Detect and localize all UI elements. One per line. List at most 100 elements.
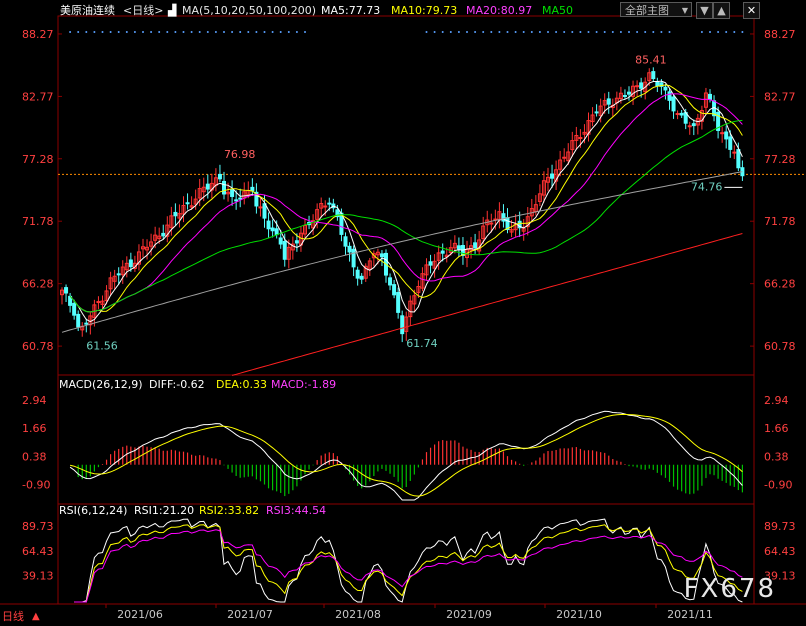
candle-body [428, 261, 433, 266]
event-marker-dot [563, 31, 566, 33]
period-tab[interactable]: 日线 [2, 610, 24, 623]
macd-y-tick-right: 2.94 [764, 394, 789, 407]
rsi2-value: RSI2:33.82 [199, 504, 260, 517]
close-button[interactable]: ✕ [743, 2, 760, 19]
main-chart-select[interactable]: 全部主图 ▼ [620, 2, 692, 17]
candle [546, 167, 550, 192]
candle-body [120, 266, 125, 276]
event-marker-dot [133, 31, 136, 33]
candle [396, 287, 401, 319]
period-label[interactable]: <日线> [123, 4, 164, 17]
candle-body [716, 111, 721, 131]
candle [60, 287, 64, 305]
candle [679, 109, 684, 118]
macd-label[interactable]: MACD(26,12,9) [59, 378, 143, 391]
candle [359, 273, 364, 285]
candle-body [375, 251, 380, 256]
candle [392, 279, 397, 299]
candle-body [554, 169, 559, 182]
candle-body [639, 82, 644, 89]
candle-body [165, 224, 170, 237]
rsi-y-tick-right: 39.13 [764, 570, 796, 583]
candle-body [416, 286, 421, 293]
candle-body [521, 228, 526, 232]
candle-body [728, 136, 733, 150]
macd-dea-line [69, 413, 743, 497]
annotation-low-1: 61.56 [86, 339, 118, 352]
rsi-y-tick-right: 89.73 [764, 520, 796, 533]
y-tick-label-left: 66.28 [22, 278, 54, 291]
candle-body [217, 173, 222, 180]
candle [728, 130, 733, 158]
candle [509, 220, 514, 238]
macd-macd-value: MACD:-1.89 [271, 378, 337, 391]
candle [408, 295, 413, 327]
candle [303, 218, 307, 239]
candle [116, 267, 121, 285]
candle-body [262, 203, 267, 219]
event-marker-dot [166, 31, 169, 33]
event-marker-dot [522, 31, 525, 33]
candle-body [582, 131, 587, 135]
candle [254, 183, 259, 214]
candle [136, 244, 141, 271]
macd-diff-value: DIFF:-0.62 [149, 378, 205, 391]
main-chart-select-label: 全部主图 [625, 4, 669, 17]
candle [655, 77, 660, 92]
rsi-label[interactable]: RSI(6,12,24) [59, 504, 128, 517]
event-marker-dot [652, 31, 655, 33]
event-marker-dot [733, 31, 736, 33]
event-marker-dot [660, 31, 663, 33]
event-marker-dot [571, 31, 574, 33]
candle [639, 77, 644, 98]
macd-y-tick-left: 2.94 [22, 394, 47, 407]
candle-body [452, 242, 457, 249]
candle [562, 148, 567, 163]
candle [181, 196, 186, 223]
candle-body [671, 96, 676, 112]
candle-body [436, 252, 441, 261]
candle [716, 106, 721, 139]
candle-body [72, 302, 77, 316]
event-marker-dot [142, 31, 144, 33]
ma-params-label[interactable]: MA(5,10,20,50,100,200) [182, 4, 317, 17]
candle-body [169, 215, 174, 228]
ma10-value: MA10:79.73 [391, 4, 458, 17]
candle [720, 126, 725, 143]
candle [691, 119, 696, 136]
candle-body [631, 85, 636, 97]
candle [112, 269, 117, 290]
candle-body [355, 269, 360, 279]
macd-y-tick-left: 1.66 [22, 422, 47, 435]
event-marker-dot [709, 31, 711, 33]
candle-body [278, 237, 283, 245]
up-triangle-icon[interactable]: ▲ [32, 611, 40, 622]
candle-body [286, 246, 291, 260]
candle [173, 203, 178, 226]
x-tick-label: 2021/06 [117, 608, 163, 621]
candle [96, 296, 101, 310]
candle-body [347, 245, 352, 253]
candle-body [392, 284, 397, 296]
candle-body [76, 313, 81, 328]
macd-histogram [77, 440, 744, 497]
event-marker-dot [231, 31, 234, 33]
candle [331, 198, 336, 213]
candle-body [558, 159, 563, 170]
ma200-line [231, 233, 743, 376]
candle-body [226, 191, 231, 195]
candle [501, 204, 506, 228]
candle-body [687, 125, 692, 128]
event-marker-dot [619, 31, 622, 33]
y-tick-label-right: 77.28 [764, 153, 796, 166]
candle-body [230, 189, 235, 197]
macd-y-tick-right: 0.38 [764, 450, 789, 463]
candle [675, 110, 680, 120]
candle [460, 237, 465, 265]
scroll-down-button[interactable]: ▼ [696, 2, 713, 19]
scroll-up-button[interactable]: ▲ [713, 2, 730, 19]
candle [104, 285, 109, 305]
ma-indicator-icon[interactable]: ▟ [168, 4, 177, 17]
candle [222, 171, 226, 200]
